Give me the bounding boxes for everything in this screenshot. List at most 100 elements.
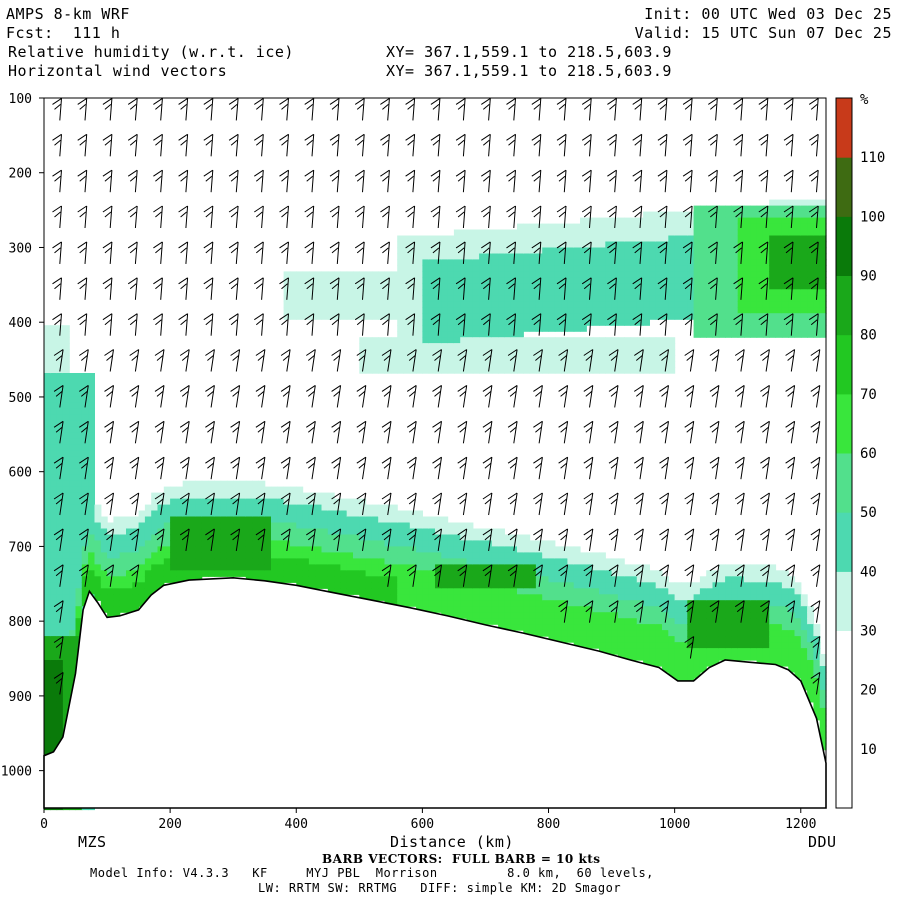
wind-barb <box>482 384 493 408</box>
wind-barb <box>102 205 113 229</box>
x-axis: 0 200 400 600 800 1000 1200 <box>40 808 816 832</box>
wind-barb <box>659 384 669 408</box>
wind-barb <box>608 564 619 587</box>
wind-barb <box>558 384 569 408</box>
wind-barb <box>179 349 190 372</box>
wind-barb <box>581 169 592 193</box>
wind-barb <box>52 169 62 193</box>
wind-barb <box>682 313 693 336</box>
wind-barb <box>154 420 165 444</box>
colorbar-swatch <box>836 453 852 513</box>
wind-barb <box>280 528 291 551</box>
wind-barb <box>329 241 340 264</box>
x-tick-label: 200 <box>158 817 181 832</box>
wind-barb <box>127 277 138 300</box>
colorbar-swatch <box>836 393 852 454</box>
wind-barb <box>709 420 720 444</box>
wind-barb <box>53 456 64 480</box>
wind-barb <box>129 492 140 516</box>
colorbar-swatch <box>836 689 852 750</box>
wind-barb <box>457 492 468 516</box>
wind-barb <box>354 313 365 336</box>
model-title: AMPS 8-km WRF <box>6 5 130 23</box>
wind-barb <box>153 133 163 157</box>
wind-barb <box>430 205 441 229</box>
wind-barb <box>608 528 619 551</box>
colorbar-frame <box>835 97 853 809</box>
x-tick-label: 0 <box>40 817 48 832</box>
wind-barb <box>380 133 390 157</box>
wind-barb <box>381 349 392 372</box>
colorbar-label: 40 <box>860 564 877 580</box>
wind-barb <box>79 420 89 444</box>
wind-barb <box>659 528 669 551</box>
wind-barb <box>104 528 114 551</box>
wind-barb <box>153 97 163 121</box>
wind-barb <box>808 205 819 229</box>
wind-barb <box>306 384 316 408</box>
wind-barb <box>255 349 266 372</box>
wind-barb <box>255 384 266 408</box>
wind-barb <box>104 456 114 480</box>
wind-barb <box>734 600 745 623</box>
wind-barb <box>53 384 64 408</box>
wind-barb <box>329 169 340 193</box>
wind-barb <box>634 456 644 480</box>
wind-barb <box>810 492 821 516</box>
wind-barb <box>304 169 315 193</box>
wind-barb <box>810 456 821 480</box>
wind-barb <box>632 133 643 157</box>
wind-barb <box>79 456 89 480</box>
wind-barb <box>430 133 441 157</box>
wind-barb <box>659 564 669 587</box>
wind-barb <box>406 528 417 551</box>
wind-barb <box>708 313 718 336</box>
wind-barb <box>405 313 416 336</box>
wind-barb <box>758 133 769 157</box>
wind-barb <box>455 133 466 157</box>
wind-barb <box>682 97 693 121</box>
wind-barb <box>279 241 289 264</box>
wind-barb <box>304 205 315 229</box>
barb-legend: BARB VECTORS: FULL BARB = 10 kts <box>322 852 601 866</box>
wind-barb <box>709 600 720 623</box>
wind-barb <box>254 169 264 193</box>
wind-barb <box>406 492 417 516</box>
wind-barb <box>583 564 594 587</box>
wind-barb <box>381 528 392 551</box>
wind-barb <box>354 205 365 229</box>
wind-barb <box>178 241 189 264</box>
wind-barb <box>356 420 367 444</box>
wind-barb <box>558 600 569 623</box>
wind-barb <box>657 313 668 336</box>
wind-barb <box>708 169 718 193</box>
wind-barb <box>280 492 291 516</box>
wind-barb <box>632 277 643 300</box>
wind-barb <box>760 384 770 408</box>
wind-barb <box>329 313 340 336</box>
wind-barb <box>304 241 315 264</box>
wind-barb <box>178 97 189 121</box>
wind-barb <box>405 169 416 193</box>
wind-barb <box>205 456 215 480</box>
wind-barb <box>354 277 365 300</box>
wind-barb <box>306 456 316 480</box>
wind-barb <box>583 420 594 444</box>
wind-barb <box>457 384 468 408</box>
wind-barb <box>430 169 441 193</box>
x-tick-label: 800 <box>537 817 560 832</box>
x-tick-label: 1000 <box>659 817 690 832</box>
wind-barb <box>230 492 241 516</box>
wind-barb <box>203 241 214 264</box>
wind-barb <box>203 97 214 121</box>
wind-barb <box>507 349 518 372</box>
wind-barb <box>230 384 241 408</box>
wind-barb <box>657 205 668 229</box>
wind-barb <box>53 492 64 516</box>
wind-barb <box>608 420 619 444</box>
wind-barb <box>785 564 796 587</box>
wind-barb <box>506 313 516 336</box>
wind-barb <box>228 277 239 300</box>
wind-barb <box>506 97 516 121</box>
wind-barb <box>481 241 491 264</box>
